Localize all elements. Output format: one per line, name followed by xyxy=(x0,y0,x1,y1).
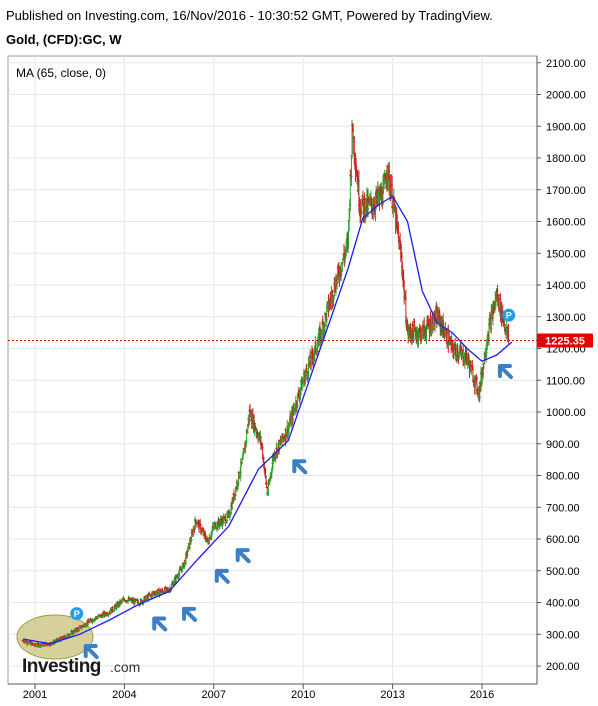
support-arrow-icon xyxy=(214,568,230,584)
indicator-label: MA (65, close, 0) xyxy=(16,66,106,80)
y-tick-label: 1800.00 xyxy=(546,153,586,165)
p-markers: PP xyxy=(70,308,516,621)
y-tick-label: 2000.00 xyxy=(546,90,586,102)
y-tick-label: 500.00 xyxy=(546,566,580,578)
x-tick-label: 2007 xyxy=(202,689,226,701)
highlight-ellipse xyxy=(16,614,94,660)
y-tick-label: 400.00 xyxy=(546,598,580,610)
y-tick-label: 1100.00 xyxy=(546,375,585,387)
y-tick-label: 1400.00 xyxy=(546,280,586,292)
grid xyxy=(8,56,537,684)
x-tick-label: 2010 xyxy=(291,689,315,701)
support-arrow-icon xyxy=(83,644,99,660)
p-marker-icon: P xyxy=(70,607,84,621)
p-marker-icon: P xyxy=(502,308,516,322)
investing-logo: Investing .com xyxy=(22,656,140,677)
symbol-title: Gold, (CFD):GC, W xyxy=(6,32,122,47)
plot-area xyxy=(7,55,538,685)
y-tick-label: 600.00 xyxy=(546,534,580,546)
y-tick-label: 1700.00 xyxy=(546,185,586,197)
x-tick-label: 2013 xyxy=(380,689,404,701)
ma-line xyxy=(22,195,513,645)
support-arrow-icon xyxy=(152,616,168,632)
y-tick-label: 1500.00 xyxy=(546,248,586,260)
published-header: Published on Investing.com, 16/Nov/2016 … xyxy=(6,8,493,23)
y-tick-label: 1600.00 xyxy=(546,217,586,229)
svg-text:P: P xyxy=(506,311,512,321)
last-price-tag-box xyxy=(537,333,593,348)
y-tick-label: 200.00 xyxy=(546,661,580,673)
y-tick-label: 800.00 xyxy=(546,471,580,483)
y-tick-label: 2100.00 xyxy=(546,58,586,70)
y-tick-label: 1000.00 xyxy=(546,407,586,419)
svg-text:Investing: Investing xyxy=(22,656,101,677)
svg-text:.com: .com xyxy=(110,659,140,675)
support-arrow-icon xyxy=(292,459,308,475)
svg-text:P: P xyxy=(74,609,80,619)
support-arrow-icon xyxy=(497,364,513,380)
y-tick-label: 700.00 xyxy=(546,502,580,514)
x-tick-label: 2004 xyxy=(112,689,136,701)
support-arrow-icon xyxy=(235,548,251,564)
last-price-tag-label: 1225.35 xyxy=(545,335,585,347)
y-tick-label: 300.00 xyxy=(546,629,580,641)
y-tick-label: 1900.00 xyxy=(546,121,586,133)
y-tick-label: 1300.00 xyxy=(546,312,586,324)
x-tick-label: 2001 xyxy=(23,689,47,701)
last-price-tag: 1225.35 xyxy=(537,333,593,348)
x-axis: 2001 2004 2007 2010 2013 2016 xyxy=(23,684,494,701)
y-axis: 200.00 300.00 400.00 500.00 600.00 700.00 800.… xyxy=(537,58,586,673)
x-tick-label: 2016 xyxy=(470,689,494,701)
y-tick-label: 900.00 xyxy=(546,439,580,451)
support-arrows xyxy=(83,364,513,660)
support-arrow-icon xyxy=(182,606,198,622)
